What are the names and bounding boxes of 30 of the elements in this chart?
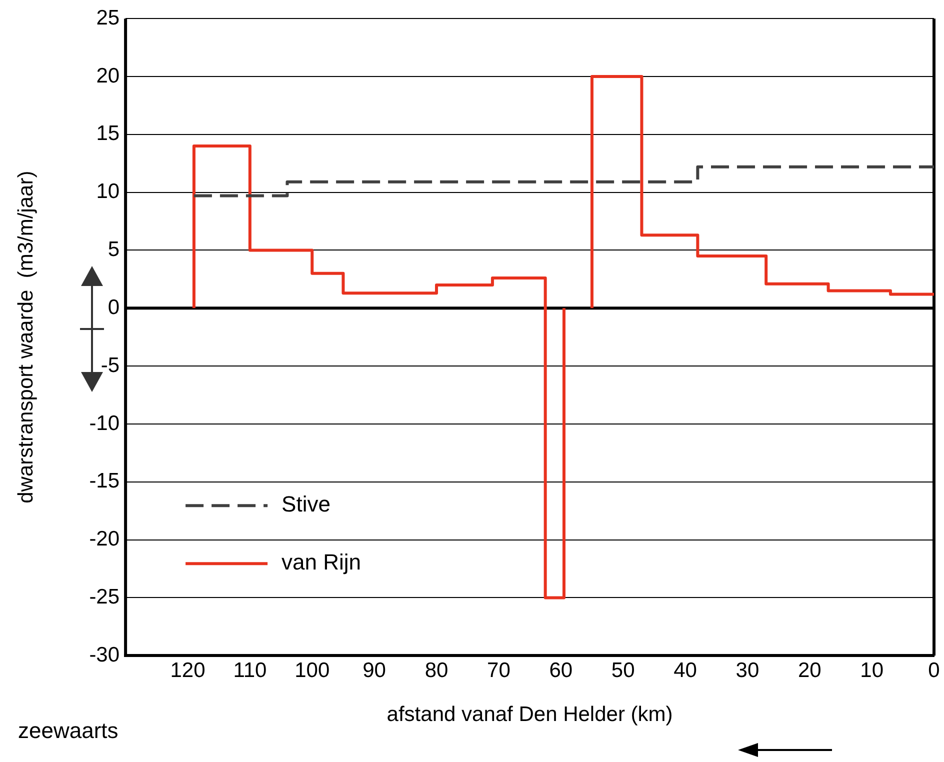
- legend-label: Stive: [282, 492, 330, 517]
- y-tick-label: -25: [89, 585, 120, 608]
- x-tick-label: 100: [294, 658, 330, 682]
- x-tick-label: 10: [860, 658, 884, 682]
- text: zeewaarts: [18, 718, 118, 744]
- x-tick-label: 120: [170, 658, 206, 682]
- y-tick-label: 20: [96, 64, 120, 88]
- x-tick-label: 30: [736, 658, 760, 682]
- x-tick-label: 50: [611, 658, 635, 682]
- y-tick-label: -5: [100, 354, 120, 377]
- x-axis-title: afstand vanaf Den Helder (km): [386, 703, 673, 726]
- y-tick-label: 10: [96, 180, 120, 204]
- y-tick-label: -30: [89, 643, 120, 666]
- x-tick-label: 70: [487, 658, 510, 682]
- y-tick-label: -15: [89, 470, 120, 493]
- x-tick-label: 0: [928, 658, 940, 682]
- legend-label: van Rijn: [282, 550, 362, 575]
- x-tick-label: 20: [798, 658, 822, 682]
- x-tick-label: 110: [233, 658, 267, 682]
- y-axis-title: dwarstransport waarde (m3/m/jaar): [14, 170, 38, 504]
- y-tick-label: 25: [96, 6, 120, 30]
- x-tick-label: 40: [674, 658, 697, 682]
- x-tick-label: 80: [424, 658, 448, 682]
- y-tick-label: 15: [96, 122, 120, 146]
- y-tick-label: 0: [108, 296, 120, 319]
- x-tick-label: 60: [549, 658, 573, 682]
- y-tick-label: -20: [89, 528, 120, 551]
- x-tick-label: 90: [362, 658, 386, 682]
- y-tick-label: 5: [108, 238, 120, 262]
- y-tick-label: -10: [89, 412, 120, 435]
